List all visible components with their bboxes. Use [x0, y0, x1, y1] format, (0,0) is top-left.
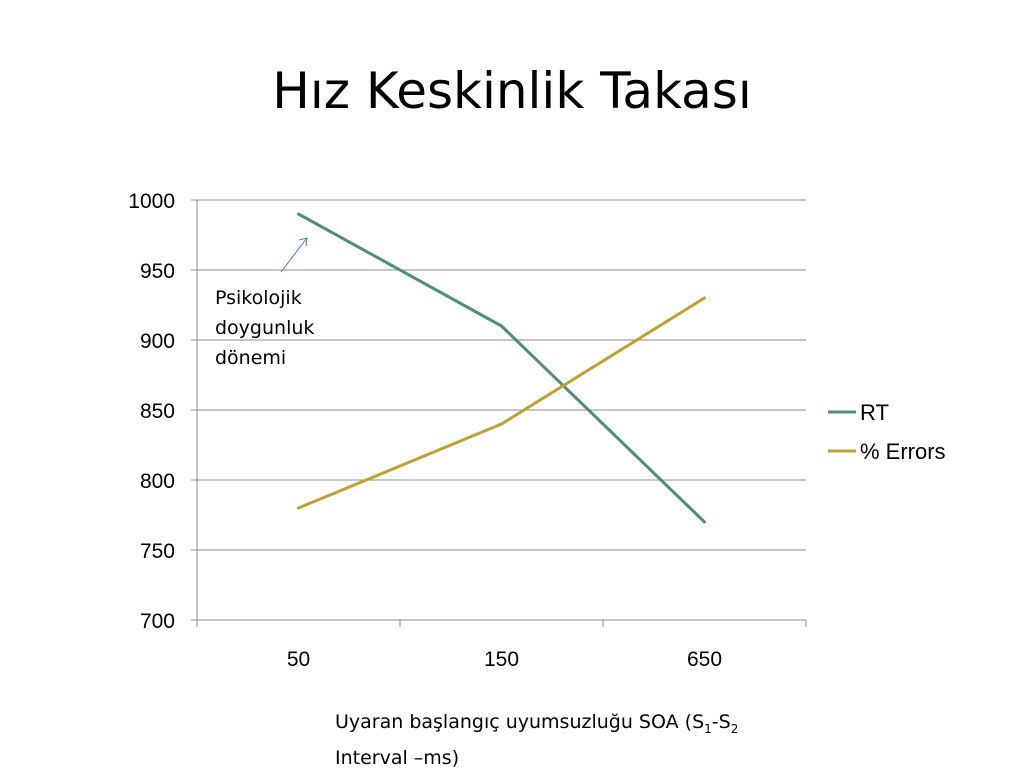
series-line-rt: [297, 212, 706, 524]
x-tick-label: 150: [484, 648, 519, 671]
x-caption-mid: -S: [711, 711, 731, 733]
legend-label-errors: % Errors: [860, 439, 946, 464]
series-line-errors: [297, 296, 706, 510]
y-tick-label: 800: [140, 470, 175, 493]
x-tick-label: 50: [287, 648, 310, 671]
legend-label-rt: RT: [860, 400, 889, 425]
y-tick-label: 850: [140, 400, 175, 423]
y-tick-label: 700: [140, 610, 175, 633]
x-caption-line2: Interval –ms): [335, 746, 460, 769]
x-caption-sub2: 2: [730, 721, 739, 736]
x-caption-sub1: 1: [704, 721, 712, 736]
gridlines: [197, 199, 806, 551]
slide-title: Hız Keskinlik Takası: [272, 62, 752, 120]
axes: 700 750 800 850 900 950 1000 50 150 650: [128, 190, 807, 671]
y-tick-label: 950: [140, 260, 175, 283]
x-axis-caption: Uyaran başlangıç uyumsuzluğu SOA (S1-S2 …: [335, 708, 738, 773]
series-lines: [297, 212, 706, 524]
arrow-head: [298, 237, 308, 247]
arrow-shaft: [280, 237, 308, 273]
annotation-text: Psikolojik doygunluk dönemi: [215, 287, 315, 369]
y-tick-label: 900: [140, 330, 175, 353]
annotation-arrow: [280, 237, 308, 273]
x-tick-label: 650: [687, 648, 722, 671]
y-tick-label: 750: [140, 540, 175, 563]
legend: RT % Errors: [828, 400, 946, 464]
y-tick-label: 1000: [128, 190, 175, 213]
x-caption-main: Uyaran başlangıç uyumsuzluğu SOA (S: [335, 711, 705, 733]
